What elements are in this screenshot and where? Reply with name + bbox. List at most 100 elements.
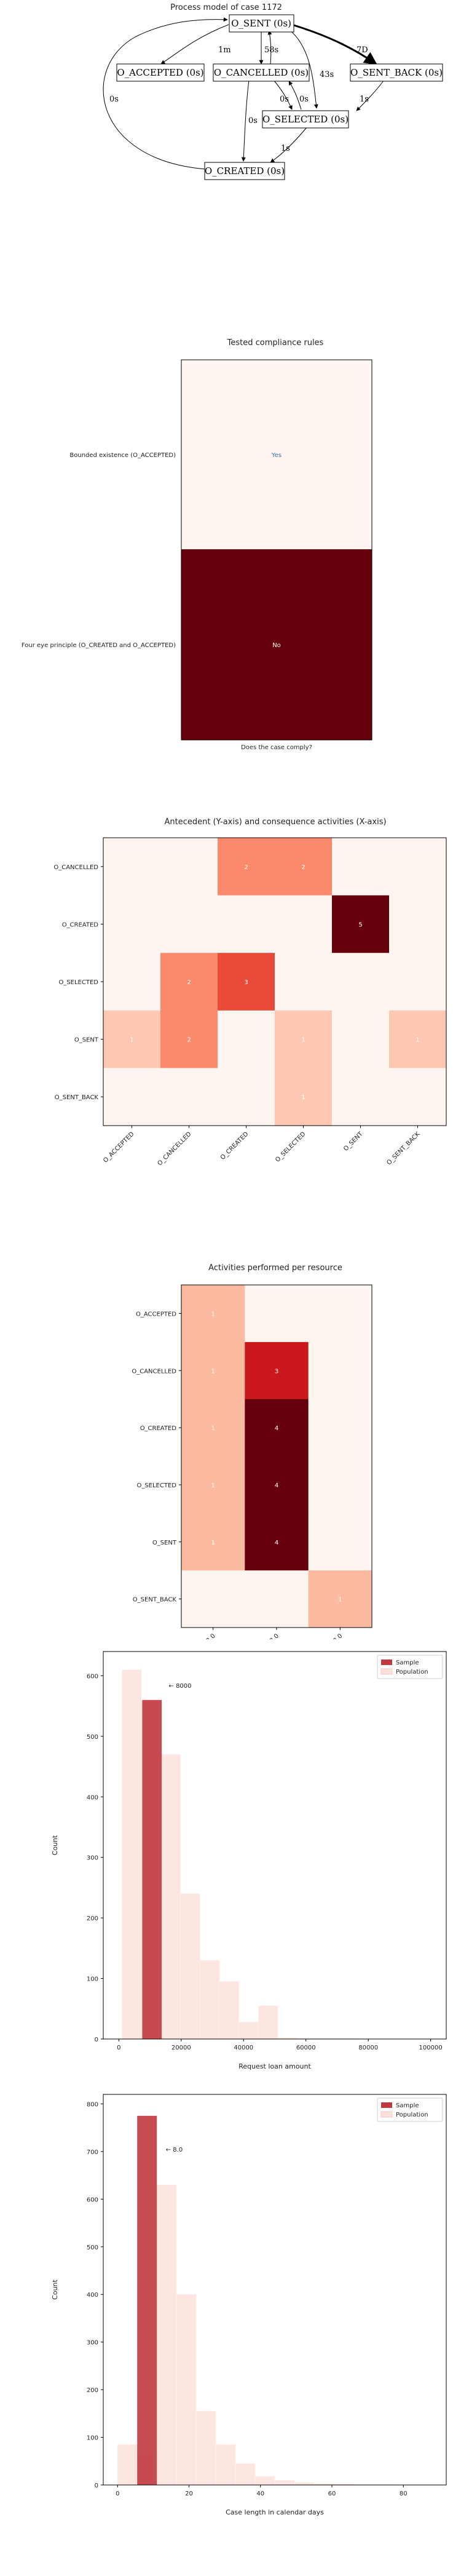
hm1-cell-4-0 <box>103 1068 161 1126</box>
hm1-cell-label-2-2: 3 <box>244 979 248 986</box>
h2-ytick-label-5: 500 <box>87 2244 98 2251</box>
h2-sample-bar <box>137 2115 157 2485</box>
hm1-cell-4-3 <box>275 1068 333 1126</box>
h2-annotation: ← 8.0 <box>166 2147 183 2153</box>
hm2-cell-3-2 <box>308 1456 372 1514</box>
hm2-cell-0-2 <box>308 1285 372 1343</box>
svg-text:O_SENT_BACK (0s): O_SENT_BACK (0s) <box>350 67 443 78</box>
h1-legend-box <box>377 1655 443 1679</box>
edge-sent-accepted <box>160 24 229 65</box>
hm2-cell-label-2-0: 1 <box>211 1425 215 1432</box>
hm1-cell-2-0 <box>103 953 161 1011</box>
node-accepted: O_ACCEPTED (0s) <box>116 63 205 82</box>
hm1-col-label-4: O_SENT <box>342 1131 364 1153</box>
h2-legend-swatch-sample <box>381 2102 392 2108</box>
hm2-row-label-3: O_SELECTED <box>136 1482 176 1489</box>
loan-amount-histogram: 0 20000 40000 60000 80000 100000 0 100 200 300 400… <box>51 1651 447 2070</box>
h1-xtick-label-3: 60000 <box>296 2045 316 2051</box>
h2-ytick-label-0: 0 <box>95 2483 98 2489</box>
h2-population-bar-9 <box>294 2482 315 2486</box>
hm2-cell-label-1-1: 3 <box>275 1368 278 1375</box>
hm1-col-label-0: O_ACCEPTED <box>102 1131 136 1164</box>
h2-population-bar-3 <box>176 2294 197 2486</box>
edge-label-sent-sent-back: 7D <box>356 46 368 55</box>
hm1-cell-2-2 <box>218 953 275 1011</box>
h2-ytick-label-6: 600 <box>87 2196 98 2203</box>
hm1-col-label-2: O_CREATED <box>219 1131 250 1161</box>
compliance-row-label-1: Four eye principle (O_CREATED and O_ACCE… <box>22 642 176 649</box>
process-model-diagram: Process model of case 1172 1m 58s 7D 43s… <box>103 3 443 180</box>
h2-ytick-label-3: 300 <box>87 2340 98 2347</box>
hm2-cell-4-2 <box>308 1513 372 1571</box>
hm1-cell-4-5 <box>389 1068 447 1126</box>
compliance-row-label-0: Bounded existence (O_ACCEPTED) <box>69 452 176 459</box>
h1-population-bar-3 <box>180 1893 200 2040</box>
h2-legend-sample: Sample <box>396 2102 419 2109</box>
edge-selected-cancelled <box>288 81 302 110</box>
compliance-xlabel: Does the case comply? <box>241 744 312 750</box>
hm2-cell-3-0 <box>181 1456 245 1514</box>
hm2-cell-label-2-1: 4 <box>275 1425 278 1432</box>
h2-xtick-label-2: 40 <box>256 2491 264 2497</box>
h1-ytick-label-4: 400 <box>87 1794 98 1801</box>
hm1-cell-3-3 <box>275 1010 333 1068</box>
hm2-cell-5-0 <box>181 1570 245 1628</box>
hm2-cell-4-1 <box>245 1513 309 1571</box>
h1-legend-population: Population <box>396 1669 428 1676</box>
h2-legend-population: Population <box>396 2112 428 2118</box>
svg-text:O_ACCEPTED (0s): O_ACCEPTED (0s) <box>117 67 203 78</box>
hm1-cell-1-0 <box>103 895 161 953</box>
h1-ytick-label-2: 200 <box>87 1915 98 1922</box>
h1-population-bar-7 <box>258 2005 278 2040</box>
edge-sent-sent-back <box>291 23 377 65</box>
hm1-cell-label-3-1: 2 <box>187 1037 191 1044</box>
hm2-cell-1-0 <box>181 1342 245 1400</box>
hm1-row-label-3: O_SENT <box>74 1037 99 1044</box>
edge-cancelled-sent <box>267 30 272 65</box>
hm1-cell-label-0-3: 2 <box>301 864 305 871</box>
h2-frame <box>103 2094 447 2486</box>
h2-xlabel: Case length in calendar days <box>226 2508 324 2516</box>
h1-population-bar-2 <box>160 1754 181 2040</box>
hm1-cell-label-3-5: 1 <box>416 1037 419 1044</box>
hm1-cell-2-4 <box>332 953 390 1011</box>
node-created: O_CREATED (0s) <box>204 162 285 180</box>
h1-population-bar-5 <box>219 1981 240 2040</box>
hm1-cell-4-4 <box>332 1068 390 1126</box>
edge-label-cancelled-selected: 0s <box>280 95 289 104</box>
edge-label-sent-back-selected: 1s <box>360 95 369 104</box>
edge-cancelled-created <box>241 79 250 162</box>
svg-text:O_CANCELLED (0s): O_CANCELLED (0s) <box>214 67 309 78</box>
hm1-cell-1-2 <box>218 895 275 953</box>
h2-ytick-label-8: 800 <box>87 2101 98 2108</box>
h1-xlabel: Request loan amount <box>238 2062 311 2070</box>
hm1-cell-0-0 <box>103 838 161 896</box>
compliance-cell-0: Yes <box>271 452 282 459</box>
compliance-row-1: No Four eye principle (O_CREATED and O_A… <box>22 549 372 740</box>
hm1-cell-3-0 <box>103 1010 161 1068</box>
hm2-cell-label-4-0: 1 <box>211 1540 215 1546</box>
h1-population-bar-6 <box>238 2022 259 2040</box>
process-model-title: Process model of case 1172 <box>170 3 282 12</box>
hm1-cell-label-3-3: 1 <box>301 1037 305 1044</box>
h1-xtick-label-0: 0 <box>117 2045 120 2051</box>
edge-sent-back-selected <box>356 79 385 111</box>
hm2-col-label-1: 11253.0 <box>258 1632 280 1639</box>
h1-plot: 0 20000 40000 60000 80000 100000 0 100 200 300 400… <box>51 1651 447 2070</box>
h2-xtick-label-3: 60 <box>328 2491 336 2497</box>
h1-population-bar-4 <box>199 1960 220 2040</box>
hm1-col-label-3: O_SELECTED <box>274 1131 307 1164</box>
h1-xtick-label-1: 20000 <box>171 2045 191 2051</box>
hm1-cell-2-5 <box>389 953 447 1011</box>
hm1-cell-label-0-2: 2 <box>244 864 248 871</box>
hm1-cell-4-1 <box>160 1068 218 1126</box>
h1-ylabel: Count <box>51 1835 59 1855</box>
hm1-cell-1-3 <box>275 895 333 953</box>
h2-ytick-label-1: 100 <box>87 2435 98 2442</box>
edge-label-sent-selected: 43s <box>320 70 334 79</box>
h1-ytick-label-1: 100 <box>87 1976 98 1983</box>
hm2-cell-1-2 <box>308 1342 372 1400</box>
h2-ytick-label-4: 400 <box>87 2292 98 2299</box>
svg-text:O_CREATED (0s): O_CREATED (0s) <box>205 165 285 177</box>
